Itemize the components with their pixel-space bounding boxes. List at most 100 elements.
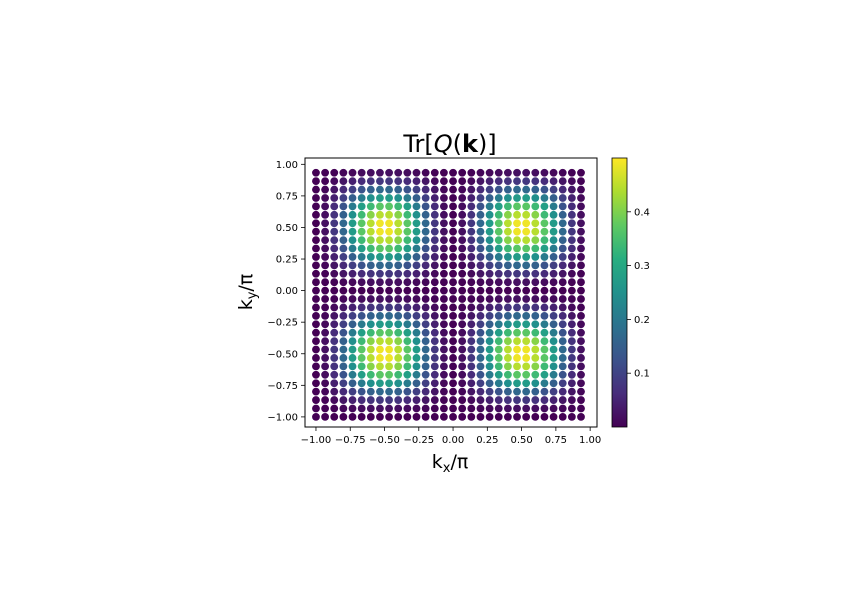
scatter-point <box>376 210 384 219</box>
scatter-point <box>321 370 330 379</box>
scatter-point <box>558 370 567 379</box>
scatter-point <box>348 362 357 371</box>
scatter-point <box>494 303 503 312</box>
scatter-point <box>494 345 503 354</box>
scatter-point <box>348 261 357 270</box>
scatter-point <box>312 194 320 202</box>
scatter-point <box>312 387 320 396</box>
scatter-point <box>385 362 393 371</box>
scatter-point <box>330 303 339 312</box>
scatter-point <box>531 185 540 194</box>
scatter-point <box>567 269 576 278</box>
scatter-point <box>357 404 366 413</box>
scatter-point <box>503 311 512 320</box>
scatter-point <box>394 370 403 379</box>
scatter-point <box>440 202 448 211</box>
scatter-point <box>366 286 375 295</box>
scatter-point <box>357 202 366 211</box>
scatter-point <box>449 202 457 211</box>
scatter-point <box>376 387 384 396</box>
colorbar-tick-label: 0.4 <box>634 207 650 218</box>
scatter-point <box>531 227 540 236</box>
scatter-point <box>339 413 348 421</box>
scatter-point <box>330 396 339 404</box>
scatter-point <box>430 278 439 287</box>
scatter-point <box>376 236 384 244</box>
scatter-point <box>394 210 403 219</box>
scatter-point <box>558 379 567 388</box>
scatter-point <box>540 168 549 177</box>
scatter-point <box>440 177 448 186</box>
scatter-point <box>467 269 476 278</box>
scatter-point <box>321 194 330 202</box>
scatter-point <box>321 404 330 413</box>
scatter-point <box>330 337 339 346</box>
scatter-point <box>577 185 585 194</box>
scatter-point <box>366 261 375 270</box>
scatter-point <box>485 396 494 404</box>
scatter-point <box>339 202 348 211</box>
scatter-point <box>339 236 348 244</box>
scatter-point <box>385 278 393 287</box>
y-tick-label: −1.00 <box>267 412 298 423</box>
scatter-point <box>549 194 558 202</box>
scatter-point <box>339 168 348 177</box>
scatter-point <box>485 345 494 354</box>
scatter-point <box>513 379 521 388</box>
scatter-point <box>321 396 330 404</box>
scatter-point <box>421 278 430 287</box>
scatter-point <box>348 286 357 295</box>
scatter-point <box>330 227 339 236</box>
scatter-point <box>522 362 531 371</box>
scatter-point <box>403 328 412 337</box>
scatter-point <box>485 320 494 329</box>
scatter-point <box>430 396 439 404</box>
scatter-point <box>385 210 393 219</box>
scatter-point <box>558 278 567 287</box>
scatter-point <box>440 396 448 404</box>
scatter-point <box>376 404 384 413</box>
scatter-point <box>558 261 567 270</box>
scatter-point <box>440 194 448 202</box>
scatter-point <box>430 236 439 244</box>
scatter-point <box>503 177 512 186</box>
scatter-point <box>357 354 366 362</box>
scatter-point <box>403 261 412 270</box>
scatter-point <box>449 286 457 295</box>
scatter-point <box>467 278 476 287</box>
scatter-point <box>348 311 357 320</box>
scatter-point <box>522 370 531 379</box>
title-part-k: k <box>462 130 479 158</box>
y-tick-label: 1.00 <box>276 160 298 171</box>
scatter-point <box>522 303 531 312</box>
scatter-point <box>458 328 467 337</box>
scatter-point <box>467 311 476 320</box>
scatter-point <box>467 320 476 329</box>
scatter-point <box>366 337 375 346</box>
scatter-point <box>403 278 412 287</box>
scatter-point <box>513 168 521 177</box>
scatter-point <box>430 177 439 186</box>
scatter-point <box>385 311 393 320</box>
x-tick-label: 1.00 <box>579 435 601 446</box>
scatter-point <box>458 345 467 354</box>
colorbar <box>611 157 628 428</box>
scatter-point <box>385 387 393 396</box>
scatter-point <box>485 236 494 244</box>
scatter-point <box>549 269 558 278</box>
scatter-point <box>321 311 330 320</box>
scatter-point <box>385 185 393 194</box>
scatter-point <box>467 236 476 244</box>
scatter-point <box>403 379 412 388</box>
scatter-point <box>558 337 567 346</box>
scatter-point <box>549 362 558 371</box>
scatter-point <box>330 295 339 303</box>
scatter-point <box>339 370 348 379</box>
scatter-point <box>540 253 549 261</box>
scatter-point <box>403 396 412 404</box>
scatter-point <box>549 177 558 186</box>
scatter-point <box>531 244 540 253</box>
scatter-point <box>485 379 494 388</box>
scatter-point <box>577 379 585 388</box>
scatter-point <box>385 328 393 337</box>
